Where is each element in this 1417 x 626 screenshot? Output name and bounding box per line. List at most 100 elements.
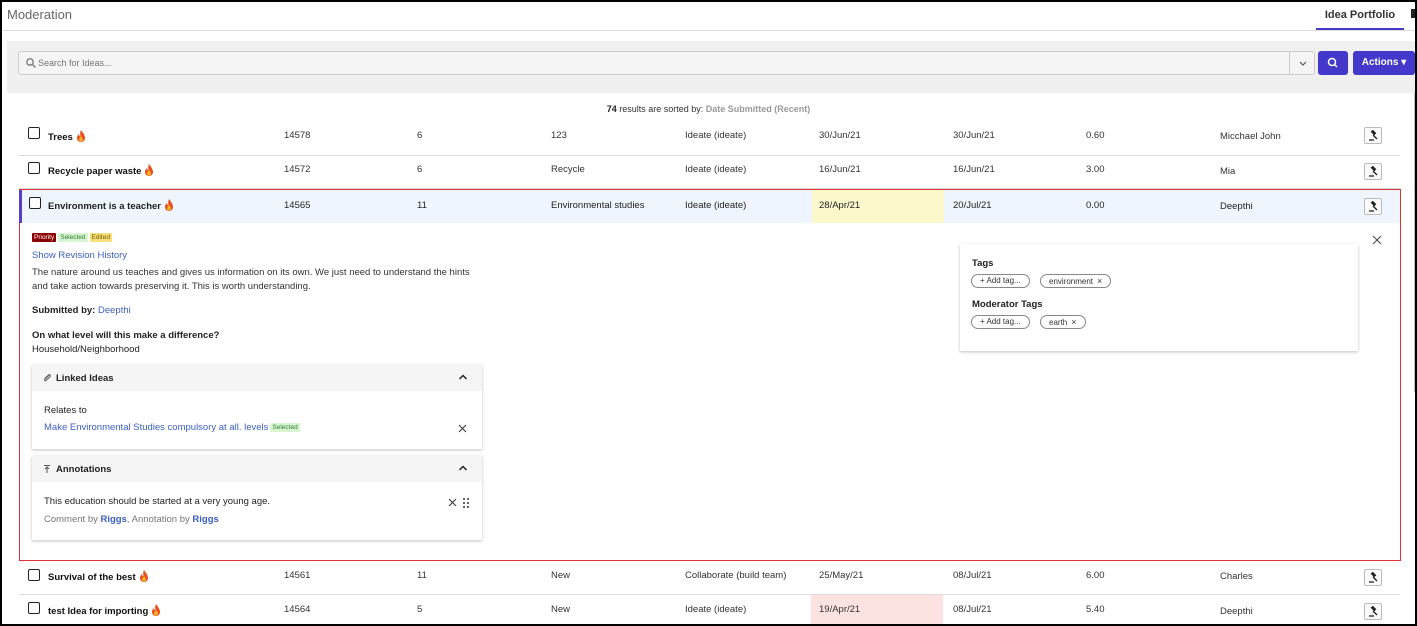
annotation-icon [44, 465, 50, 473]
search-icon [1327, 57, 1338, 68]
remove-tag-icon[interactable]: × [1071, 317, 1077, 327]
idea-updated: 08/Jul/21 [953, 570, 992, 581]
remove-tag-icon[interactable]: × [1097, 276, 1103, 286]
tab-idea-portfolio[interactable]: Idea Portfolio [1316, 2, 1404, 30]
idea-updated: 30/Jun/21 [953, 130, 995, 141]
idea-category: Environmental studies [551, 200, 645, 211]
linked-idea-link[interactable]: Make Environmental Studies compulsory at… [44, 422, 269, 433]
idea-author: Micchael John [1220, 131, 1281, 142]
moderator-tags-label: Moderator Tags [972, 299, 1043, 310]
idea-title[interactable]: Recycle paper waste [48, 164, 154, 177]
idea-id: 14572 [284, 164, 311, 175]
search-band: Actions ▾ [7, 41, 1415, 93]
annotations-card: Annotations This education should be sta… [32, 456, 482, 540]
idea-category: Recycle [551, 164, 585, 175]
idea-category: New [551, 570, 571, 581]
moderate-button[interactable] [1364, 603, 1382, 620]
table-row[interactable]: Survival of the best 14561 11 New Collab… [19, 561, 1400, 595]
moderate-button[interactable] [1364, 163, 1382, 180]
idea-author: Charles [1220, 571, 1253, 582]
row-checkbox[interactable] [29, 197, 41, 209]
idea-title[interactable]: Trees [48, 130, 86, 143]
actions-button[interactable]: Actions ▾ [1353, 51, 1415, 75]
idea-title[interactable]: test Idea for importing [48, 604, 161, 617]
close-icon[interactable] [1372, 235, 1382, 245]
idea-score: 5 [417, 604, 423, 615]
table-row[interactable]: Trees 14578 6 123 Ideate (ideate) 30/Jun… [19, 122, 1400, 156]
gear-icon[interactable] [1410, 7, 1417, 21]
moderate-button[interactable] [1364, 127, 1382, 144]
idea-title[interactable]: Environment is a teacher [48, 199, 174, 212]
sort-link[interactable]: Date Submitted (Recent) [705, 104, 811, 114]
question-answer: Household/Neighborhood [32, 344, 140, 355]
results-count: 74 [606, 104, 617, 114]
selected-badge: Selected [58, 233, 88, 242]
idea-category: New [551, 604, 571, 615]
moderate-button[interactable] [1364, 198, 1382, 215]
idea-value: 5.40 [1086, 604, 1105, 615]
linked-ideas-title: Linked Ideas [56, 373, 114, 384]
search-input[interactable] [38, 54, 1278, 72]
edited-badge: Edited [89, 233, 112, 242]
idea-score: 11 [417, 570, 427, 581]
linked-idea: Make Environmental Studies compulsory at… [44, 422, 302, 433]
gavel-icon [1369, 572, 1378, 583]
annotation-byline: Comment by Riggs, Annotation by Riggs [44, 514, 219, 525]
submitter-link[interactable]: Deepthi [97, 305, 131, 316]
actions-label: Actions [1361, 57, 1399, 68]
gavel-icon [1369, 606, 1378, 617]
status-badges: Priority Selected Edited [32, 231, 114, 242]
idea-stage: Ideate (ideate) [685, 200, 747, 211]
annotation-user-link[interactable]: Riggs [192, 514, 219, 525]
scrollbar[interactable] [1414, 92, 1415, 392]
tags-panel: Tags + Add tag... environment × Moderator… [960, 244, 1358, 351]
idea-author: Deepthi [1220, 201, 1253, 212]
idea-submitted: 30/Jun/21 [819, 130, 861, 141]
linked-ideas-header[interactable]: Linked Ideas [32, 365, 482, 391]
idea-id: 14561 [284, 570, 311, 581]
revision-history-link[interactable]: Show Revision History [32, 250, 128, 261]
flame-icon [145, 164, 154, 176]
idea-id: 14578 [284, 130, 311, 141]
row-checkbox[interactable] [28, 569, 40, 581]
app-title: Moderation [7, 7, 73, 22]
moderator-tag-chip[interactable]: earth × [1040, 315, 1086, 329]
idea-id: 14564 [284, 604, 311, 615]
expanded-row-header[interactable]: Environment is a teacher 14565 11 Enviro… [20, 190, 1400, 223]
row-checkbox[interactable] [28, 602, 40, 614]
row-checkbox[interactable] [28, 127, 40, 139]
gavel-icon [1369, 201, 1378, 212]
idea-stage: Collaborate (build team) [685, 570, 787, 581]
annotations-header[interactable]: Annotations [32, 456, 482, 482]
idea-author: Mia [1220, 166, 1236, 177]
add-tag-button[interactable]: + Add tag... [971, 274, 1030, 288]
drag-handle-icon[interactable] [462, 497, 470, 509]
linked-ideas-card: Linked Ideas Relates to Make Environment… [32, 365, 482, 449]
add-moderator-tag-button[interactable]: + Add tag... [971, 315, 1030, 329]
tag-chip[interactable]: environment × [1040, 274, 1112, 288]
paperclip-icon [44, 374, 51, 382]
search-dropdown-button[interactable] [1289, 51, 1315, 75]
idea-stage: Ideate (ideate) [685, 604, 747, 615]
search-button[interactable] [1318, 51, 1348, 75]
table-row[interactable]: test Idea for importing 14564 5 New Idea… [19, 595, 1400, 624]
submitted-by: Submitted by: Deepthi [32, 305, 131, 316]
close-icon[interactable] [458, 424, 467, 433]
chevron-up-icon[interactable] [458, 464, 468, 472]
close-icon[interactable] [448, 498, 457, 507]
idea-score: 11 [417, 200, 427, 211]
idea-title[interactable]: Survival of the best [48, 570, 149, 583]
table-row[interactable]: Recycle paper waste 14572 6 Recycle Idea… [19, 155, 1400, 189]
row-checkbox[interactable] [28, 162, 40, 174]
date-highlight [812, 190, 944, 223]
comment-user-link[interactable]: Riggs [100, 514, 127, 525]
priority-badge: Priority [32, 233, 57, 242]
search-icon [26, 58, 36, 68]
search-box[interactable] [18, 51, 1302, 75]
row-accent [19, 190, 22, 223]
moderate-button[interactable] [1364, 569, 1382, 586]
selected-badge: Selected [270, 423, 300, 432]
chevron-up-icon[interactable] [458, 373, 468, 381]
results-text: results are sorted by: [616, 104, 706, 114]
idea-value: 0.00 [1086, 200, 1105, 211]
